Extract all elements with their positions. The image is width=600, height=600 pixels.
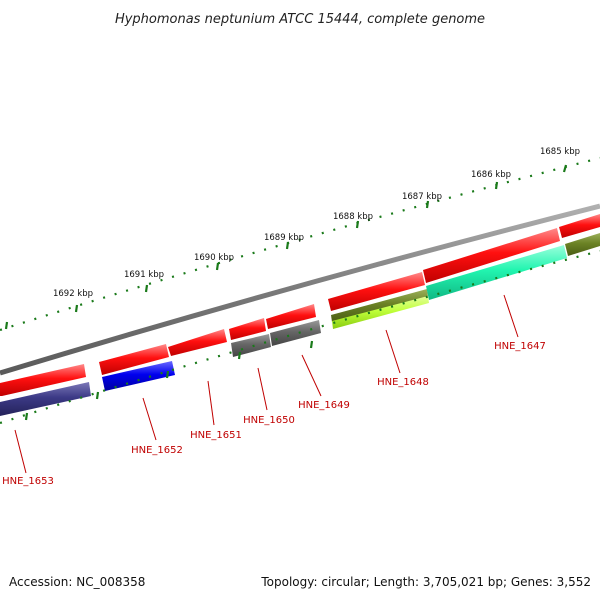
domain-bar-gray-1 [231, 334, 271, 357]
tick-1689 [285, 241, 290, 250]
annotation-track [0, 233, 600, 416]
gene-arrow-fwd-1649 [266, 304, 316, 329]
gene-arrow-fwd-1647 [423, 228, 560, 283]
inner-tick-3 [165, 370, 170, 379]
tick-1693 [4, 321, 9, 330]
leader-1650 [257, 367, 268, 411]
ruler-label-1692: 1692 kbp [53, 289, 93, 299]
ruler-label-1685: 1685 kbp [540, 147, 580, 157]
gene-arrow-fwd-1646 [559, 214, 600, 238]
gene-arrow-fwd-1653 [0, 364, 86, 396]
gene-arrow-fwd-1651 [168, 329, 227, 356]
ruler-inner-ticks [24, 340, 314, 421]
domain-bar-navy [0, 382, 91, 416]
leader-1652 [142, 397, 157, 441]
tick-1688 [355, 220, 360, 229]
forward-strand-genes [0, 214, 600, 396]
gene-label-hne-1648: HNE_1648 [377, 377, 429, 388]
gene-label-hne-1650: HNE_1650 [243, 415, 295, 426]
map-title: Hyphomonas neptunium ATCC 15444, complet… [115, 12, 485, 27]
gene-arrow-fwd-1650 [229, 318, 266, 340]
ruler-label-1687: 1687 kbp [402, 192, 442, 202]
accession-text: Accession: NC_008358 [9, 575, 145, 589]
ruler-label-1688: 1688 kbp [333, 212, 373, 222]
tick-1686 [494, 181, 499, 190]
tick-1692 [74, 304, 79, 313]
ruler-dotted-arc [0, 156, 600, 332]
ruler-label-1690: 1690 kbp [194, 253, 234, 263]
gene-label-hne-1653: HNE_1653 [2, 476, 54, 487]
inner-tick-5 [309, 340, 314, 349]
domain-bar-blue [102, 361, 175, 391]
tick-1687 [425, 200, 430, 209]
ruler-outer [0, 156, 600, 332]
ruler-label-1691: 1691 kbp [124, 270, 164, 280]
domain-bar-olive [331, 289, 428, 322]
gene-arrow-fwd-1652 [99, 344, 169, 375]
domain-bar-gray-2 [270, 320, 321, 346]
ruler-inner-dotted-arc [0, 249, 600, 425]
gene-label-hne-1649: HNE_1649 [298, 400, 350, 411]
leader-1653 [14, 429, 27, 474]
domain-bar-olive-2 [565, 233, 600, 256]
inner-tick-1 [24, 412, 29, 421]
leader-1651 [207, 380, 215, 426]
leader-1648 [385, 329, 401, 374]
ruler-label-1686: 1686 kbp [471, 170, 511, 180]
domain-bar-lime [332, 296, 429, 329]
leader-1649 [301, 354, 322, 397]
tick-1691 [144, 284, 149, 293]
label-leaders [14, 294, 519, 474]
topology-text: Topology: circular; Length: 3,705,021 bp… [260, 575, 591, 589]
ruler-major-ticks [4, 164, 568, 330]
domain-bar-aqua [426, 245, 567, 300]
ruler-label-1689: 1689 kbp [264, 233, 304, 243]
tick-1690 [215, 262, 220, 271]
inner-tick-4 [237, 351, 242, 360]
gene-labels: HNE_1647 HNE_1648 HNE_1649 HNE_1650 HNE_… [2, 341, 546, 487]
gene-label-hne-1647: HNE_1647 [494, 341, 546, 352]
gene-label-hne-1651: HNE_1651 [190, 430, 242, 441]
leader-1647 [503, 294, 519, 338]
ruler-labels: 1685 kbp 1686 kbp 1687 kbp 1688 kbp 1689… [53, 147, 580, 299]
genome-backbone [0, 203, 600, 376]
inner-tick-2 [95, 391, 100, 400]
gene-arrow-fwd-1648 [328, 272, 425, 311]
tick-1685 [562, 164, 568, 173]
gene-label-hne-1652: HNE_1652 [131, 445, 183, 456]
